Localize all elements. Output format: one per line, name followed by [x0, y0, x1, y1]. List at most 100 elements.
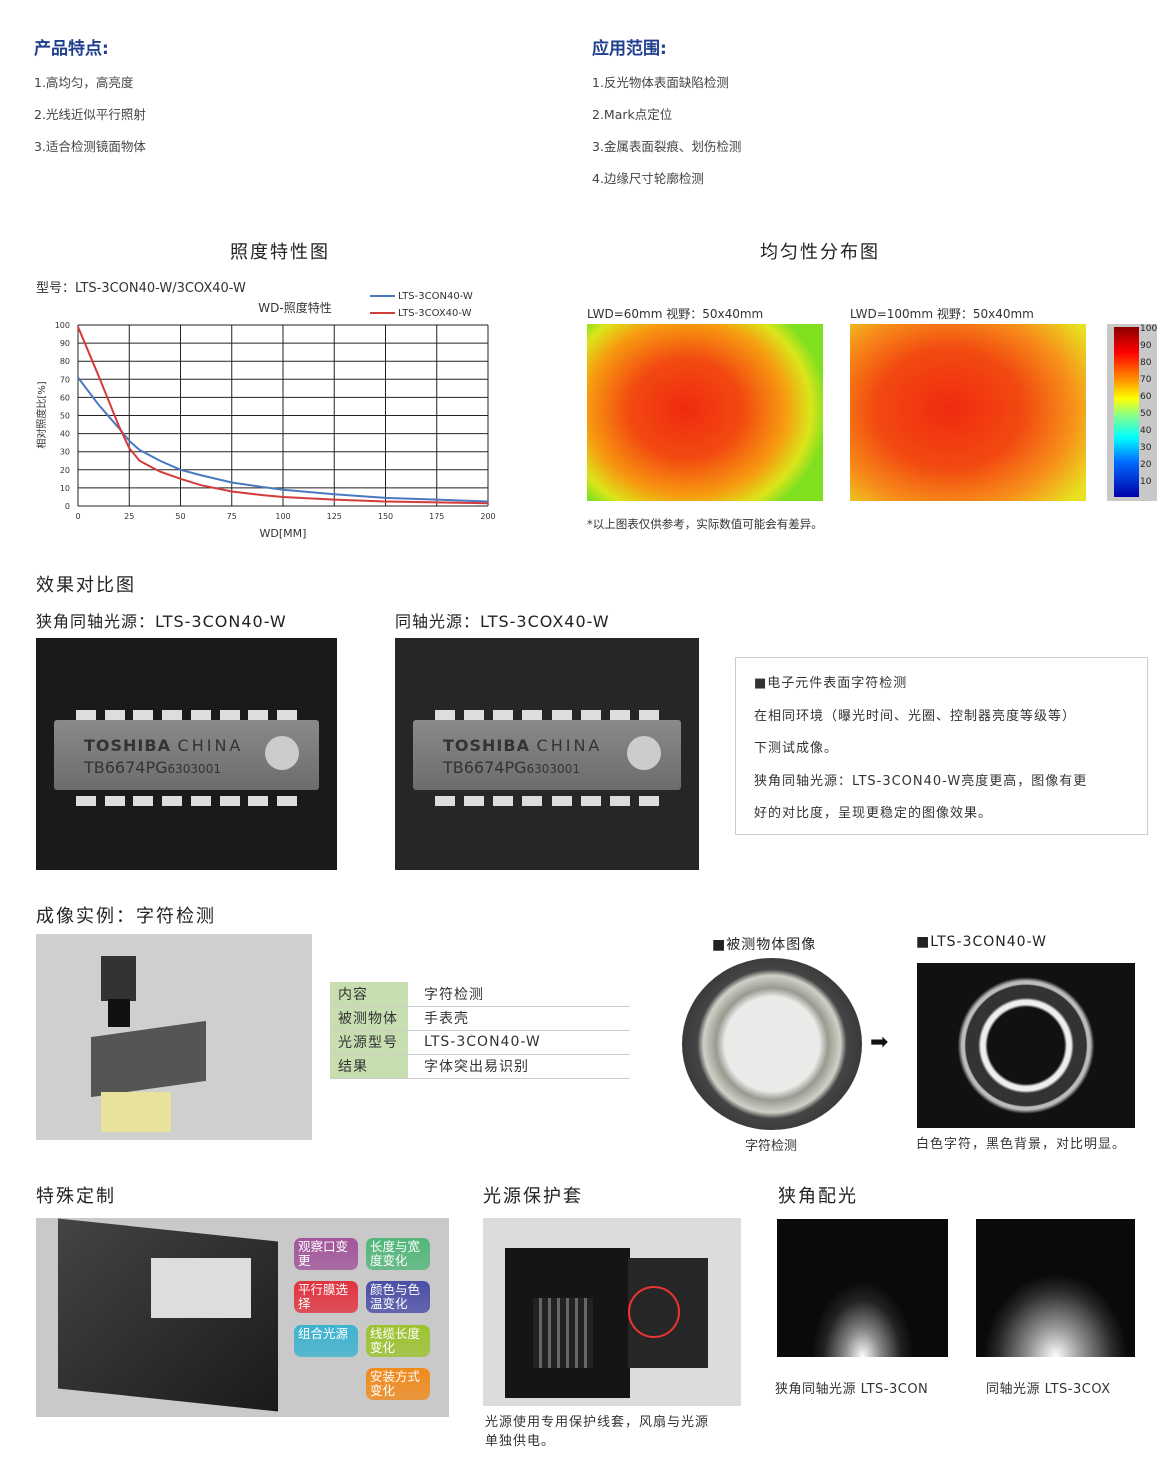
colorbar-tick: 60	[1140, 392, 1152, 402]
map1-label: LWD=60mm 视野：50x40mm	[587, 307, 764, 321]
narrow-left-caption: 狭角同轴光源 LTS-3CON	[775, 1382, 929, 1397]
description-line: 好的对比度，呈现更稳定的图像效果。	[754, 806, 993, 821]
table-row: 被测物体 手表壳	[330, 1006, 630, 1031]
y-tick-label: 90	[60, 339, 70, 348]
disclaimer: *以上图表仅供参考，实际数值可能会有差异。	[587, 517, 823, 531]
example-section-title: 成像实例：字符检测	[36, 906, 216, 927]
result-caption: 白色字符，黑色背景，对比明显。	[916, 1137, 1127, 1152]
applications-title: 应用范围:	[592, 39, 667, 59]
y-axis-label: 相对照度比[%]	[35, 381, 48, 448]
description-line: 在相同环境（曝光时间、光圈、控制器亮度等级等）	[754, 708, 1077, 724]
description-line: ■电子元件表面字符检测	[754, 676, 908, 691]
narrow-right-caption: 同轴光源 LTS-3COX	[986, 1382, 1111, 1397]
caption-line: 光源使用专用保护线套，风扇与光源	[485, 1415, 710, 1430]
custom-option-tag: 观察口变更	[294, 1238, 358, 1270]
cover-caption: 光源使用专用保护线套，风扇与光源 单独供电。	[485, 1413, 709, 1451]
table-key: 结果	[330, 1054, 408, 1079]
custom-option-tag: 颜色与色温变化	[366, 1281, 430, 1313]
description-line: 狭角同轴光源：LTS-3CON40-W亮度更高，图像有更	[754, 773, 1088, 789]
custom-section-title: 特殊定制	[36, 1186, 116, 1207]
colorbar-tick: 100	[1140, 324, 1158, 334]
table-value: 手表壳	[408, 1006, 630, 1031]
y-tick-label: 100	[55, 321, 70, 330]
feature-item: 1.高均匀，高亮度	[34, 75, 134, 90]
illuminance-chart: 0 10 20 30 40 50 60 70 80 90 100 0 25 50 75 100 125 150 17…	[35, 291, 496, 540]
colorbar-tick: 20	[1140, 460, 1152, 470]
colorbar-tick: 50	[1140, 409, 1152, 419]
chip-image-coaxial: TOSHIBA CHINA TB6674PG6303001	[395, 638, 699, 870]
y-tick-label: 60	[60, 393, 70, 402]
colorbar-tick: 40	[1140, 426, 1152, 436]
compare-right-label: 同轴光源：LTS-3COX40-W	[395, 612, 610, 631]
table-value: LTS-3CON40-W	[408, 1030, 630, 1055]
y-tick-label: 20	[60, 466, 70, 475]
series-line	[77, 326, 489, 505]
uniformity-map-100mm	[850, 324, 1086, 501]
cover-photo	[483, 1218, 741, 1406]
map2-label: LWD=100mm 视野：50x40mm	[850, 307, 1034, 321]
y-tick-label: 50	[60, 412, 70, 421]
custom-panel: 观察口变更 长度与宽度变化 平行膜选择 颜色与色温变化 组合光源 线缆长度变化 安装方式变化	[36, 1218, 449, 1417]
colorbar-tick: 80	[1140, 358, 1152, 368]
legend-label: LTS-3COX40-W	[398, 308, 472, 319]
coaxial-beam-image	[976, 1219, 1135, 1357]
colorbar-tick: 70	[1140, 375, 1152, 385]
x-tick-label: 150	[378, 512, 393, 521]
colorbar: 100 90 80 70 60 50 40 30 20 10	[1107, 324, 1157, 501]
y-tick-label: 0	[65, 502, 70, 511]
application-item: 2.Mark点定位	[592, 107, 673, 122]
uniform-section-title: 均匀性分布图	[760, 242, 880, 263]
table-key: 内容	[330, 982, 408, 1007]
custom-option-tag: 组合光源	[294, 1325, 358, 1357]
legend-label: LTS-3CON40-W	[398, 291, 473, 302]
narrow-beam-image	[777, 1219, 948, 1357]
application-item: 1.反光物体表面缺陷检测	[592, 75, 729, 90]
uniformity-map-60mm	[587, 324, 823, 501]
result-image	[917, 963, 1135, 1128]
table-row: 结果 字体突出易识别	[330, 1054, 630, 1079]
y-tick-label: 40	[60, 430, 70, 439]
compare-description-box: ■电子元件表面字符检测在相同环境（曝光时间、光圈、控制器亮度等级等） 下测试成像。…	[735, 657, 1148, 835]
colorbar-tick: 90	[1140, 341, 1152, 351]
table-key: 被测物体	[330, 1006, 408, 1031]
x-tick-label: 25	[124, 512, 134, 521]
feature-item: 2.光线近似平行照射	[34, 107, 146, 122]
compare-left-label: 狭角同轴光源：LTS-3CON40-W	[36, 612, 287, 631]
caption-line: 单独供电。	[485, 1434, 556, 1449]
cover-section-title: 光源保护套	[483, 1186, 583, 1207]
table-value: 字符检测	[408, 982, 630, 1007]
feature-item: 3.适合检测镜面物体	[34, 139, 146, 154]
result-image-title: ■LTS-3CON40-W	[916, 934, 1047, 950]
x-tick-label: 125	[327, 512, 342, 521]
narrow-section-title: 狭角配光	[778, 1186, 858, 1207]
example-table: 内容 字符检测 被测物体 手表壳 光源型号 LTS-3CON40-W 结果 字体突出易识别	[330, 982, 630, 1079]
setup-illustration	[36, 934, 312, 1140]
chip-image-narrow: TOSHIBA CHINA TB6674PG6303001	[36, 638, 337, 870]
custom-option-tag: 长度与宽度变化	[366, 1238, 430, 1270]
chip-body: TOSHIBA CHINA TB6674PG6303001	[413, 720, 681, 790]
colorbar-tick: 10	[1140, 477, 1152, 487]
watch-case-image	[682, 958, 862, 1130]
x-tick-label: 100	[275, 512, 290, 521]
table-row: 光源型号 LTS-3CON40-W	[330, 1030, 630, 1055]
compare-section-title: 效果对比图	[36, 575, 136, 596]
chip-body: TOSHIBA CHINA TB6674PG6303001	[54, 720, 319, 790]
object-image-title: ■被测物体图像	[712, 937, 817, 953]
custom-option-tag: 平行膜选择	[294, 1281, 358, 1313]
custom-option-tag: 安装方式变化	[366, 1368, 430, 1400]
table-row: 内容 字符检测	[330, 982, 630, 1007]
table-value: 字体突出易识别	[408, 1054, 630, 1079]
application-item: 4.边缘尺寸轮廓检测	[592, 171, 704, 186]
x-tick-label: 175	[429, 512, 444, 521]
features-title: 产品特点:	[34, 39, 109, 59]
application-item: 3.金属表面裂痕、划伤检测	[592, 139, 742, 154]
x-axis-label: WD[MM]	[260, 527, 307, 540]
custom-option-tag: 线缆长度变化	[366, 1325, 430, 1357]
x-tick-label: 75	[227, 512, 237, 521]
x-tick-label: 50	[175, 512, 185, 521]
y-tick-label: 30	[60, 448, 70, 457]
object-caption: 字符检测	[745, 1139, 798, 1154]
x-tick-label: 0	[75, 512, 80, 521]
description-line: 下测试成像。	[754, 741, 839, 756]
table-key: 光源型号	[330, 1030, 408, 1055]
